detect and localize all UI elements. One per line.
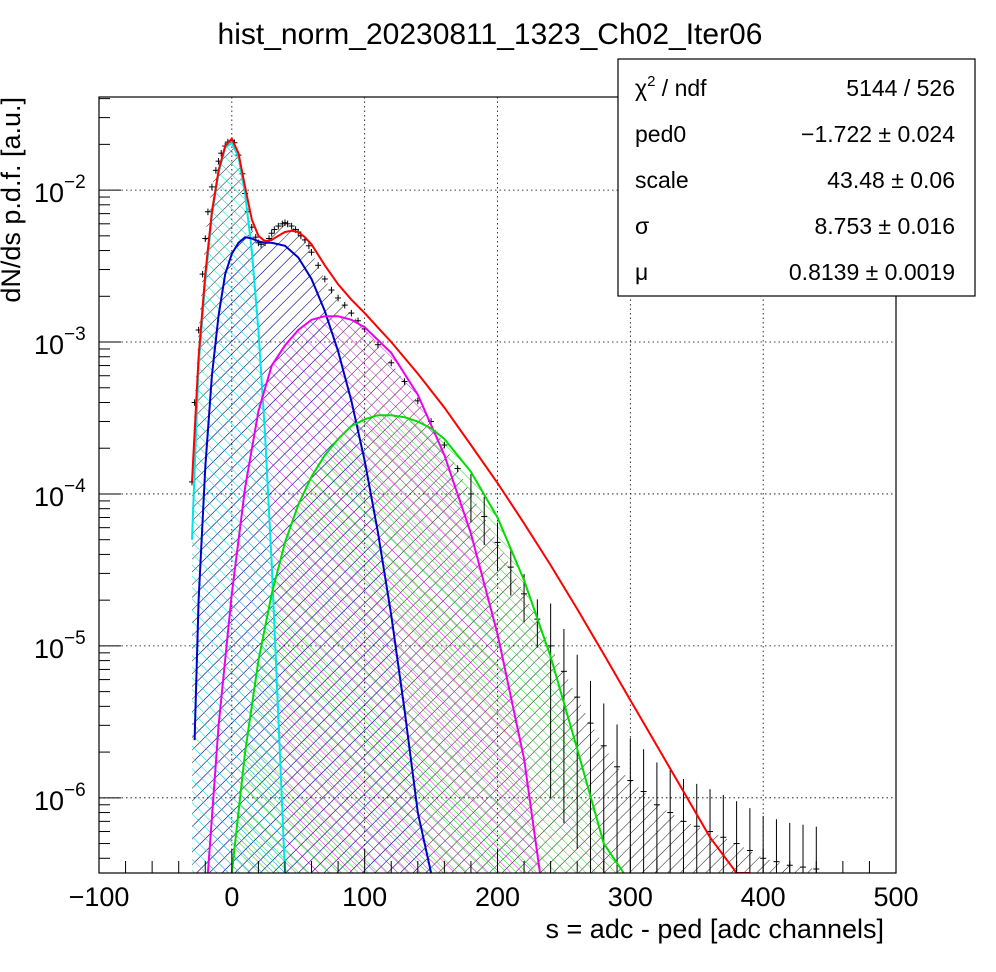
fit-curves [191,136,750,873]
y-tick-base: 10 [34,482,64,512]
y-tick-label: 10−6 [34,780,86,816]
stats-label-rest: / ndf [655,75,707,101]
y-tick-exponent: −3 [64,324,86,345]
stats-label: σ [635,213,649,239]
y-tick-base: 10 [34,634,64,664]
stats-label-superscript: 2 [647,73,655,90]
stats-label: ped0 [635,121,686,147]
y-axis-title: dN/ds p.d.f. [a.u.] [0,97,26,303]
curve-3pe [230,414,625,873]
x-tick-label: −100 [69,882,130,912]
y-tick-exponent: −4 [64,476,86,497]
stats-label-main: scale [635,167,689,193]
y-tick-base: 10 [34,178,64,208]
stats-label: χ2 / ndf [635,73,707,101]
stats-value: −1.722 ± 0.024 [801,121,955,147]
y-tick-exponent: −6 [64,780,86,801]
y-tick-labels: 10−610−510−410−310−2 [34,172,86,816]
stats-box: χ2 / ndf 5144 / 526 ped0 −1.722 ± 0.024 scal… [617,58,976,297]
stats-label: scale [635,167,689,193]
stats-value: 5144 / 526 [846,75,955,101]
stats-value: 8.753 ± 0.016 [814,213,955,239]
stats-label: μ [635,259,648,285]
curve-total-fit [191,136,750,873]
curve-2pe [206,315,541,873]
x-axis-title: s = adc - ped [adc channels] [546,914,884,944]
stats-box-frame [617,58,976,297]
y-tick-label: 10−3 [34,324,86,360]
component-fills [192,140,817,873]
component-fill-pedestal [192,142,285,873]
y-tick-label: 10−4 [34,476,86,512]
x-tick-label: 200 [475,882,520,912]
y-tick-exponent: −2 [64,172,86,193]
y-tick-base: 10 [34,786,64,816]
x-tick-labels: −100 0 100 200 300 400 500 [69,882,919,912]
chart-title: hist_norm_20230811_1323_Ch02_Iter06 [218,18,763,51]
y-tick-base: 10 [34,330,64,360]
x-tick-label: 400 [741,882,786,912]
x-tick-label: 500 [873,882,918,912]
y-tick-label: 10−5 [34,628,86,664]
stats-value: 43.48 ± 0.06 [827,167,955,193]
stats-label-main: σ [635,213,649,239]
y-tick-exponent: −5 [64,628,86,649]
curve-1pe [193,236,433,873]
stats-rows: χ2 / ndf 5144 / 526 ped0 −1.722 ± 0.024 scal… [635,73,955,285]
stats-label-main: μ [635,259,648,285]
x-tick-label: 300 [608,882,653,912]
stats-value: 0.8139 ± 0.0019 [789,259,955,285]
stats-label-main: ped0 [635,121,686,147]
x-tick-label: 0 [224,882,239,912]
stats-label-main: χ [635,75,647,101]
x-tick-label: 100 [342,882,387,912]
axis-ticks [98,98,897,873]
y-tick-label: 10−2 [34,172,86,208]
